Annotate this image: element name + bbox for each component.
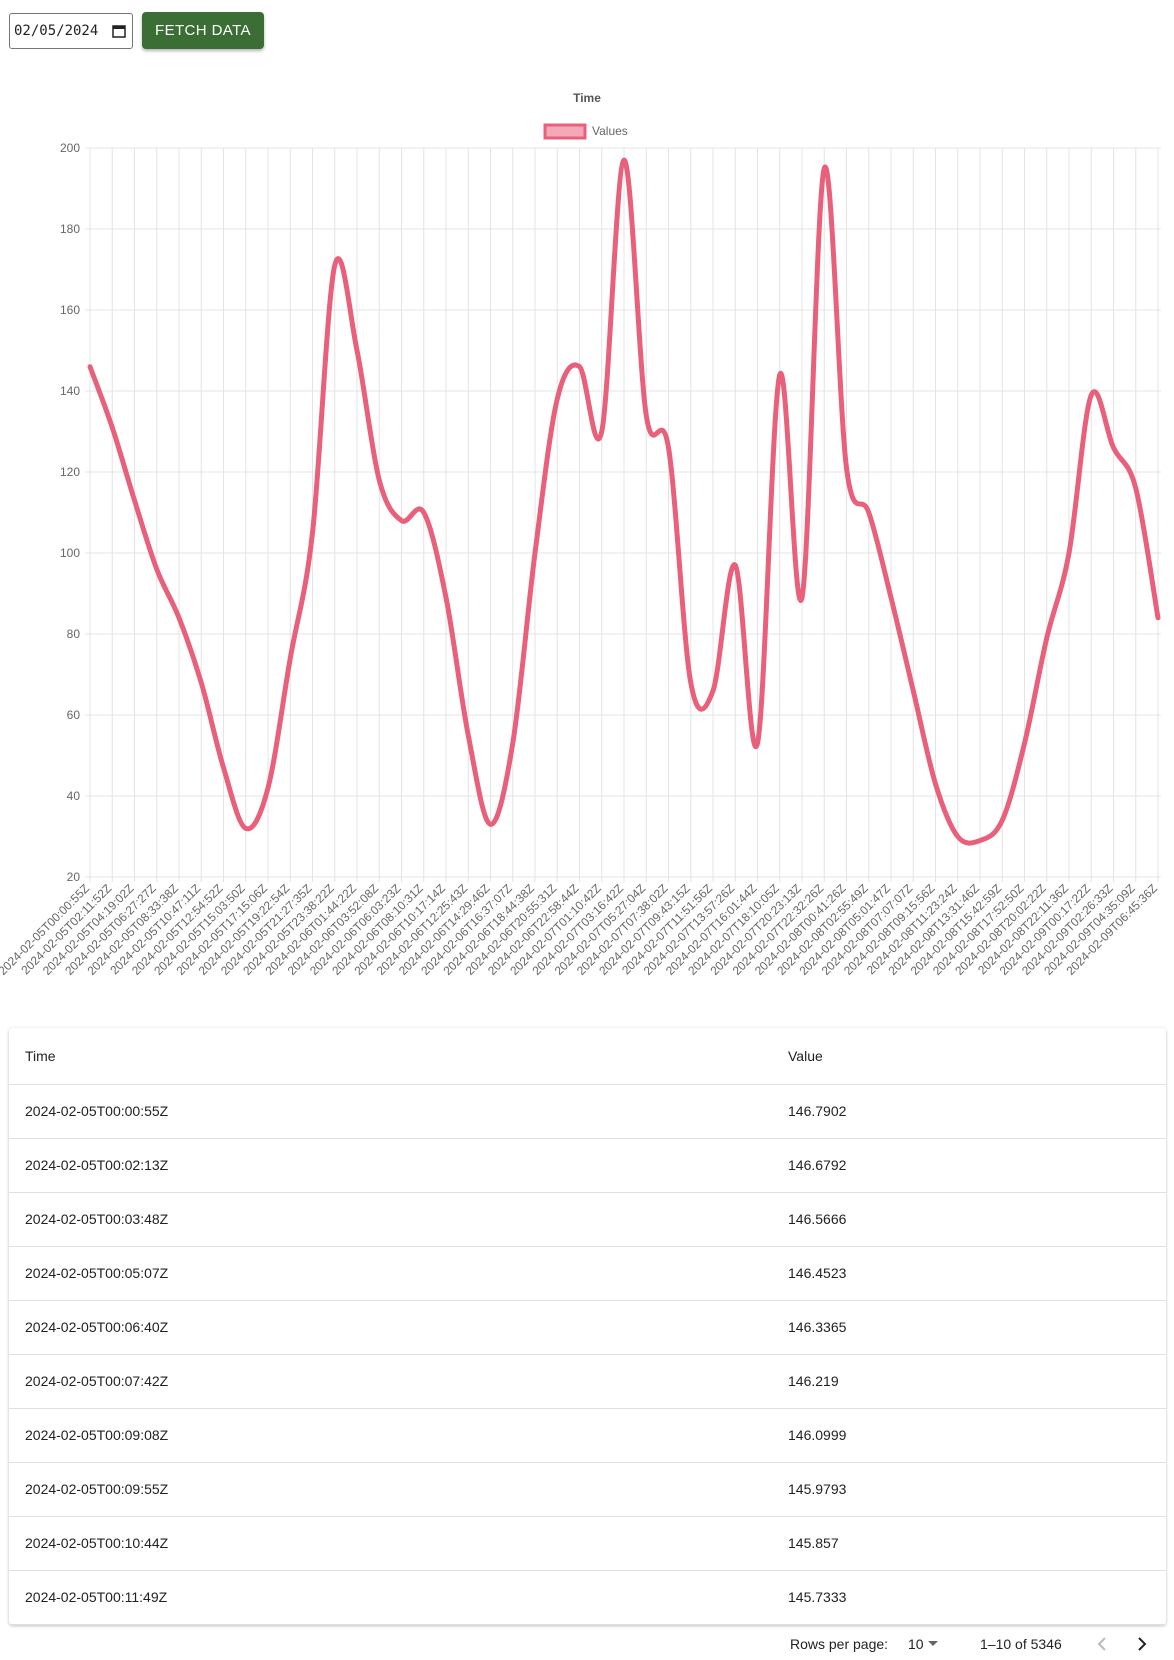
page-range: 1–10 of 5346 <box>980 1636 1062 1652</box>
chart-title: Time <box>573 91 601 105</box>
chart: TimeValues204060801001201401601802002024… <box>0 91 1161 978</box>
y-tick-label: 180 <box>60 222 80 236</box>
y-tick-label: 200 <box>60 141 80 155</box>
table-row: 2024-02-05T00:11:49Z 145.7333 <box>9 1571 1166 1625</box>
next-page[interactable] <box>1136 1637 1148 1651</box>
date-input[interactable]: 02/05/2024 <box>9 13 133 49</box>
table-cell: 146.3365 <box>788 1319 847 1335</box>
legend-swatch <box>543 123 587 140</box>
table-row: 2024-02-05T00:06:40Z 146.3365 <box>9 1301 1166 1355</box>
table-cell: 146.4523 <box>788 1265 847 1281</box>
table-cell: 2024-02-05T00:09:55Z <box>25 1481 169 1497</box>
table-cell: 145.857 <box>788 1535 839 1551</box>
table-cell: 146.219 <box>788 1373 839 1389</box>
y-tick-label: 80 <box>67 627 81 641</box>
table-row: 2024-02-05T00:09:55Z 145.9793 <box>9 1463 1166 1517</box>
table-row: 2024-02-05T00:09:08Z 146.0999 <box>9 1409 1166 1463</box>
y-tick-label: 160 <box>60 303 80 317</box>
table-cell: 2024-02-05T00:06:40Z <box>25 1319 169 1335</box>
table-row: 2024-02-05T00:03:48Z 146.5666 <box>9 1193 1166 1247</box>
table-cell: 146.6792 <box>788 1157 847 1173</box>
table-cell: 146.5666 <box>788 1211 847 1227</box>
table-header: Time Value <box>9 1028 1166 1085</box>
table-row: 2024-02-05T00:05:07Z 146.4523 <box>9 1247 1166 1301</box>
y-tick-label: 140 <box>60 384 80 398</box>
table-cell: 2024-02-05T00:03:48Z <box>25 1211 169 1227</box>
rows-per-page-select[interactable]: 10 <box>908 1636 924 1652</box>
table-cell: 145.9793 <box>788 1481 847 1497</box>
table-cell: 2024-02-05T00:11:49Z <box>25 1589 168 1605</box>
table-cell: 146.7902 <box>788 1103 847 1119</box>
dropdown-icon <box>928 1641 938 1646</box>
y-tick-label: 120 <box>60 465 80 479</box>
table-row: 2024-02-05T00:00:55Z 146.7902 <box>9 1085 1166 1139</box>
date-text: 02/05/2024 <box>14 23 99 39</box>
pagination: Rows per page: 10 1–10 of 5346 <box>0 1628 1174 1660</box>
table-cell: 145.7333 <box>788 1589 847 1605</box>
prev-page[interactable] <box>1096 1637 1108 1651</box>
rows-per-page-label: Rows per page: <box>790 1636 889 1652</box>
table-cell: 146.0999 <box>788 1427 847 1443</box>
data-line <box>87 157 1161 846</box>
table-row: 2024-02-05T00:02:13Z 146.6792 <box>9 1139 1166 1193</box>
y-tick-label: 100 <box>60 546 80 560</box>
table-cell: 2024-02-05T00:10:44Z <box>25 1535 169 1551</box>
y-tick-label: 40 <box>67 789 81 803</box>
fetch-button[interactable]: FETCH DATA <box>142 12 264 49</box>
y-tick-label: 60 <box>67 708 81 722</box>
table-cell: 2024-02-05T00:07:42Z <box>25 1373 169 1389</box>
y-tick-label: 20 <box>67 870 81 884</box>
header-cell: Time <box>25 1048 56 1064</box>
table-row: 2024-02-05T00:10:44Z 145.857 <box>9 1517 1166 1571</box>
data-table: Time Value 2024-02-05T00:00:55Z 146.7902 202… <box>9 1028 1166 1625</box>
table-cell: 2024-02-05T00:00:55Z <box>25 1103 169 1119</box>
table-cell: 2024-02-05T00:09:08Z <box>25 1427 169 1443</box>
table-cell: 2024-02-05T00:02:13Z <box>25 1157 169 1173</box>
table-row: 2024-02-05T00:07:42Z 146.219 <box>9 1355 1166 1409</box>
legend-label: Values <box>592 124 628 138</box>
header-cell: Value <box>788 1048 823 1064</box>
calendar-icon <box>112 25 126 38</box>
table-cell: 2024-02-05T00:05:07Z <box>25 1265 169 1281</box>
